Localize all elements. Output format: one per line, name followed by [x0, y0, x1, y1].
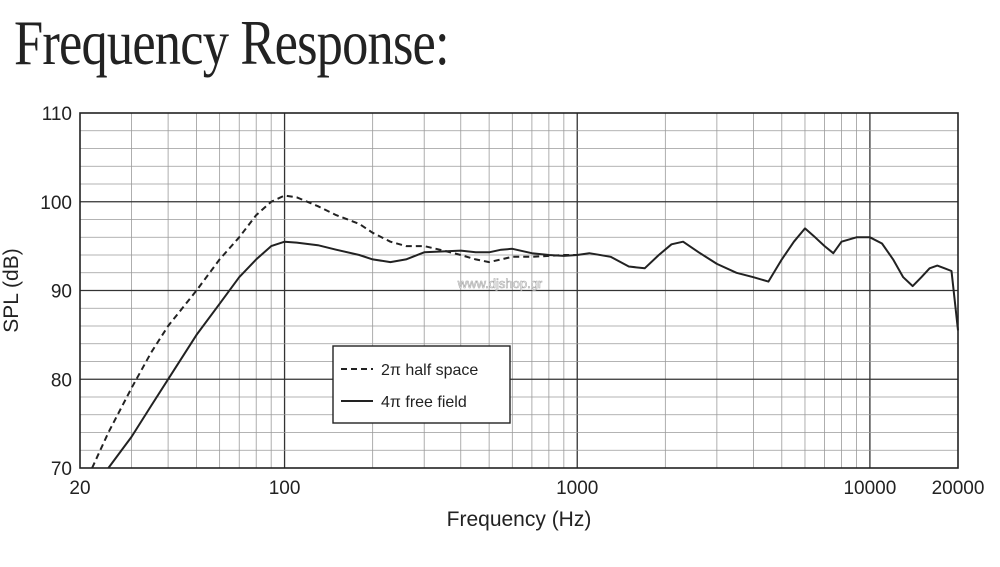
plot-frame	[79, 112, 959, 469]
x-axis-label: Frequency (Hz)	[447, 508, 592, 531]
y-tick-label: 70	[51, 459, 72, 480]
y-tick-label: 100	[40, 193, 72, 214]
x-tick-label: 20000	[932, 478, 985, 499]
y-axis-label: SPL (dB)	[0, 248, 23, 332]
y-tick-label: 80	[51, 370, 72, 391]
x-tick-labels: 20 100 1000 10000 20000	[69, 478, 984, 499]
x-tick-label: 20	[69, 478, 90, 499]
series-line-free-field	[107, 227, 959, 469]
legend-label-free-field: 4π free field	[381, 394, 467, 411]
x-tick-label: 100	[269, 478, 301, 499]
watermark: www.djshop.gr	[457, 276, 543, 291]
y-tick-label: 90	[51, 282, 72, 303]
series-line-half-space	[91, 194, 578, 469]
y-tick-labels: 70 80 90 100 110	[40, 104, 72, 480]
chart-curves	[91, 194, 959, 469]
legend-label-half-space: 2π half space	[381, 362, 478, 379]
x-tick-label: 10000	[843, 478, 896, 499]
y-tick-label: 110	[42, 104, 72, 125]
chart-legend: 2π half space 4π free field	[332, 345, 511, 424]
legend-box	[332, 345, 511, 424]
page-title: Frequency Response:	[14, 7, 450, 78]
chart-grid	[80, 113, 958, 468]
x-tick-label: 1000	[556, 478, 598, 499]
